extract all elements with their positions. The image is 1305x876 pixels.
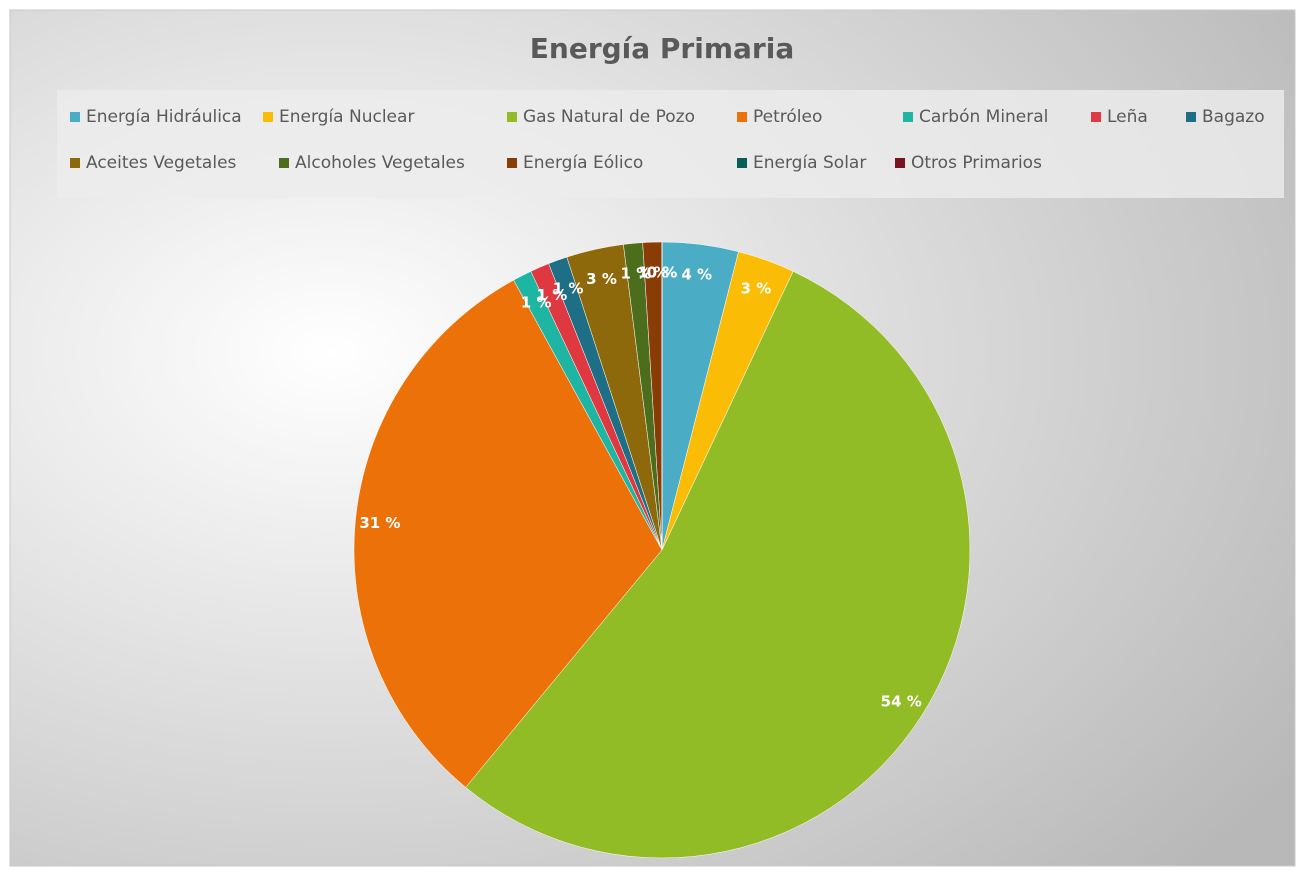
legend-label: Aceites Vegetales [86, 153, 237, 173]
legend-swatch [507, 112, 517, 122]
data-label: 1 % [537, 286, 568, 304]
data-label: 1 % [621, 265, 652, 283]
data-label: 0 % [647, 263, 678, 281]
data-label: 0 % [647, 263, 678, 281]
legend-label: Leña [1107, 107, 1148, 127]
legend-swatch [263, 112, 273, 122]
legend-swatch [507, 158, 517, 168]
legend-label: Petróleo [753, 107, 822, 127]
legend-label: Carbón Mineral [919, 107, 1048, 127]
data-label: 1 % [521, 294, 552, 312]
legend-swatch [737, 112, 747, 122]
data-label: 1 % [638, 263, 669, 281]
legend-swatch [903, 112, 913, 122]
data-label: 54 % [881, 692, 922, 710]
pie-slice [353, 279, 663, 788]
legend-swatch [70, 112, 80, 122]
data-label: 3 % [741, 280, 772, 298]
legend-box [57, 90, 1284, 198]
data-label: 1 % [553, 280, 584, 298]
legend-label: Energía Hidráulica [86, 107, 242, 127]
legend-swatch [895, 158, 905, 168]
legend-swatch [70, 158, 80, 168]
data-label: 31 % [359, 514, 400, 532]
legend-label: Bagazo [1202, 107, 1265, 127]
legend-label: Otros Primarios [911, 153, 1042, 173]
legend-swatch [279, 158, 289, 168]
chart-title: Energía Primaria [530, 32, 794, 65]
legend-label: Gas Natural de Pozo [523, 107, 695, 127]
legend-swatch [1091, 112, 1101, 122]
legend-swatch [737, 158, 747, 168]
legend-label: Energía Solar [753, 153, 866, 173]
data-label: 4 % [681, 265, 712, 283]
data-label: 3 % [586, 270, 617, 288]
legend-label: Energía Nuclear [279, 107, 414, 127]
pie-slice [465, 270, 971, 859]
legend-label: Alcoholes Vegetales [295, 153, 465, 173]
legend-label: Energía Eólico [523, 153, 643, 173]
legend-swatch [1186, 112, 1196, 122]
